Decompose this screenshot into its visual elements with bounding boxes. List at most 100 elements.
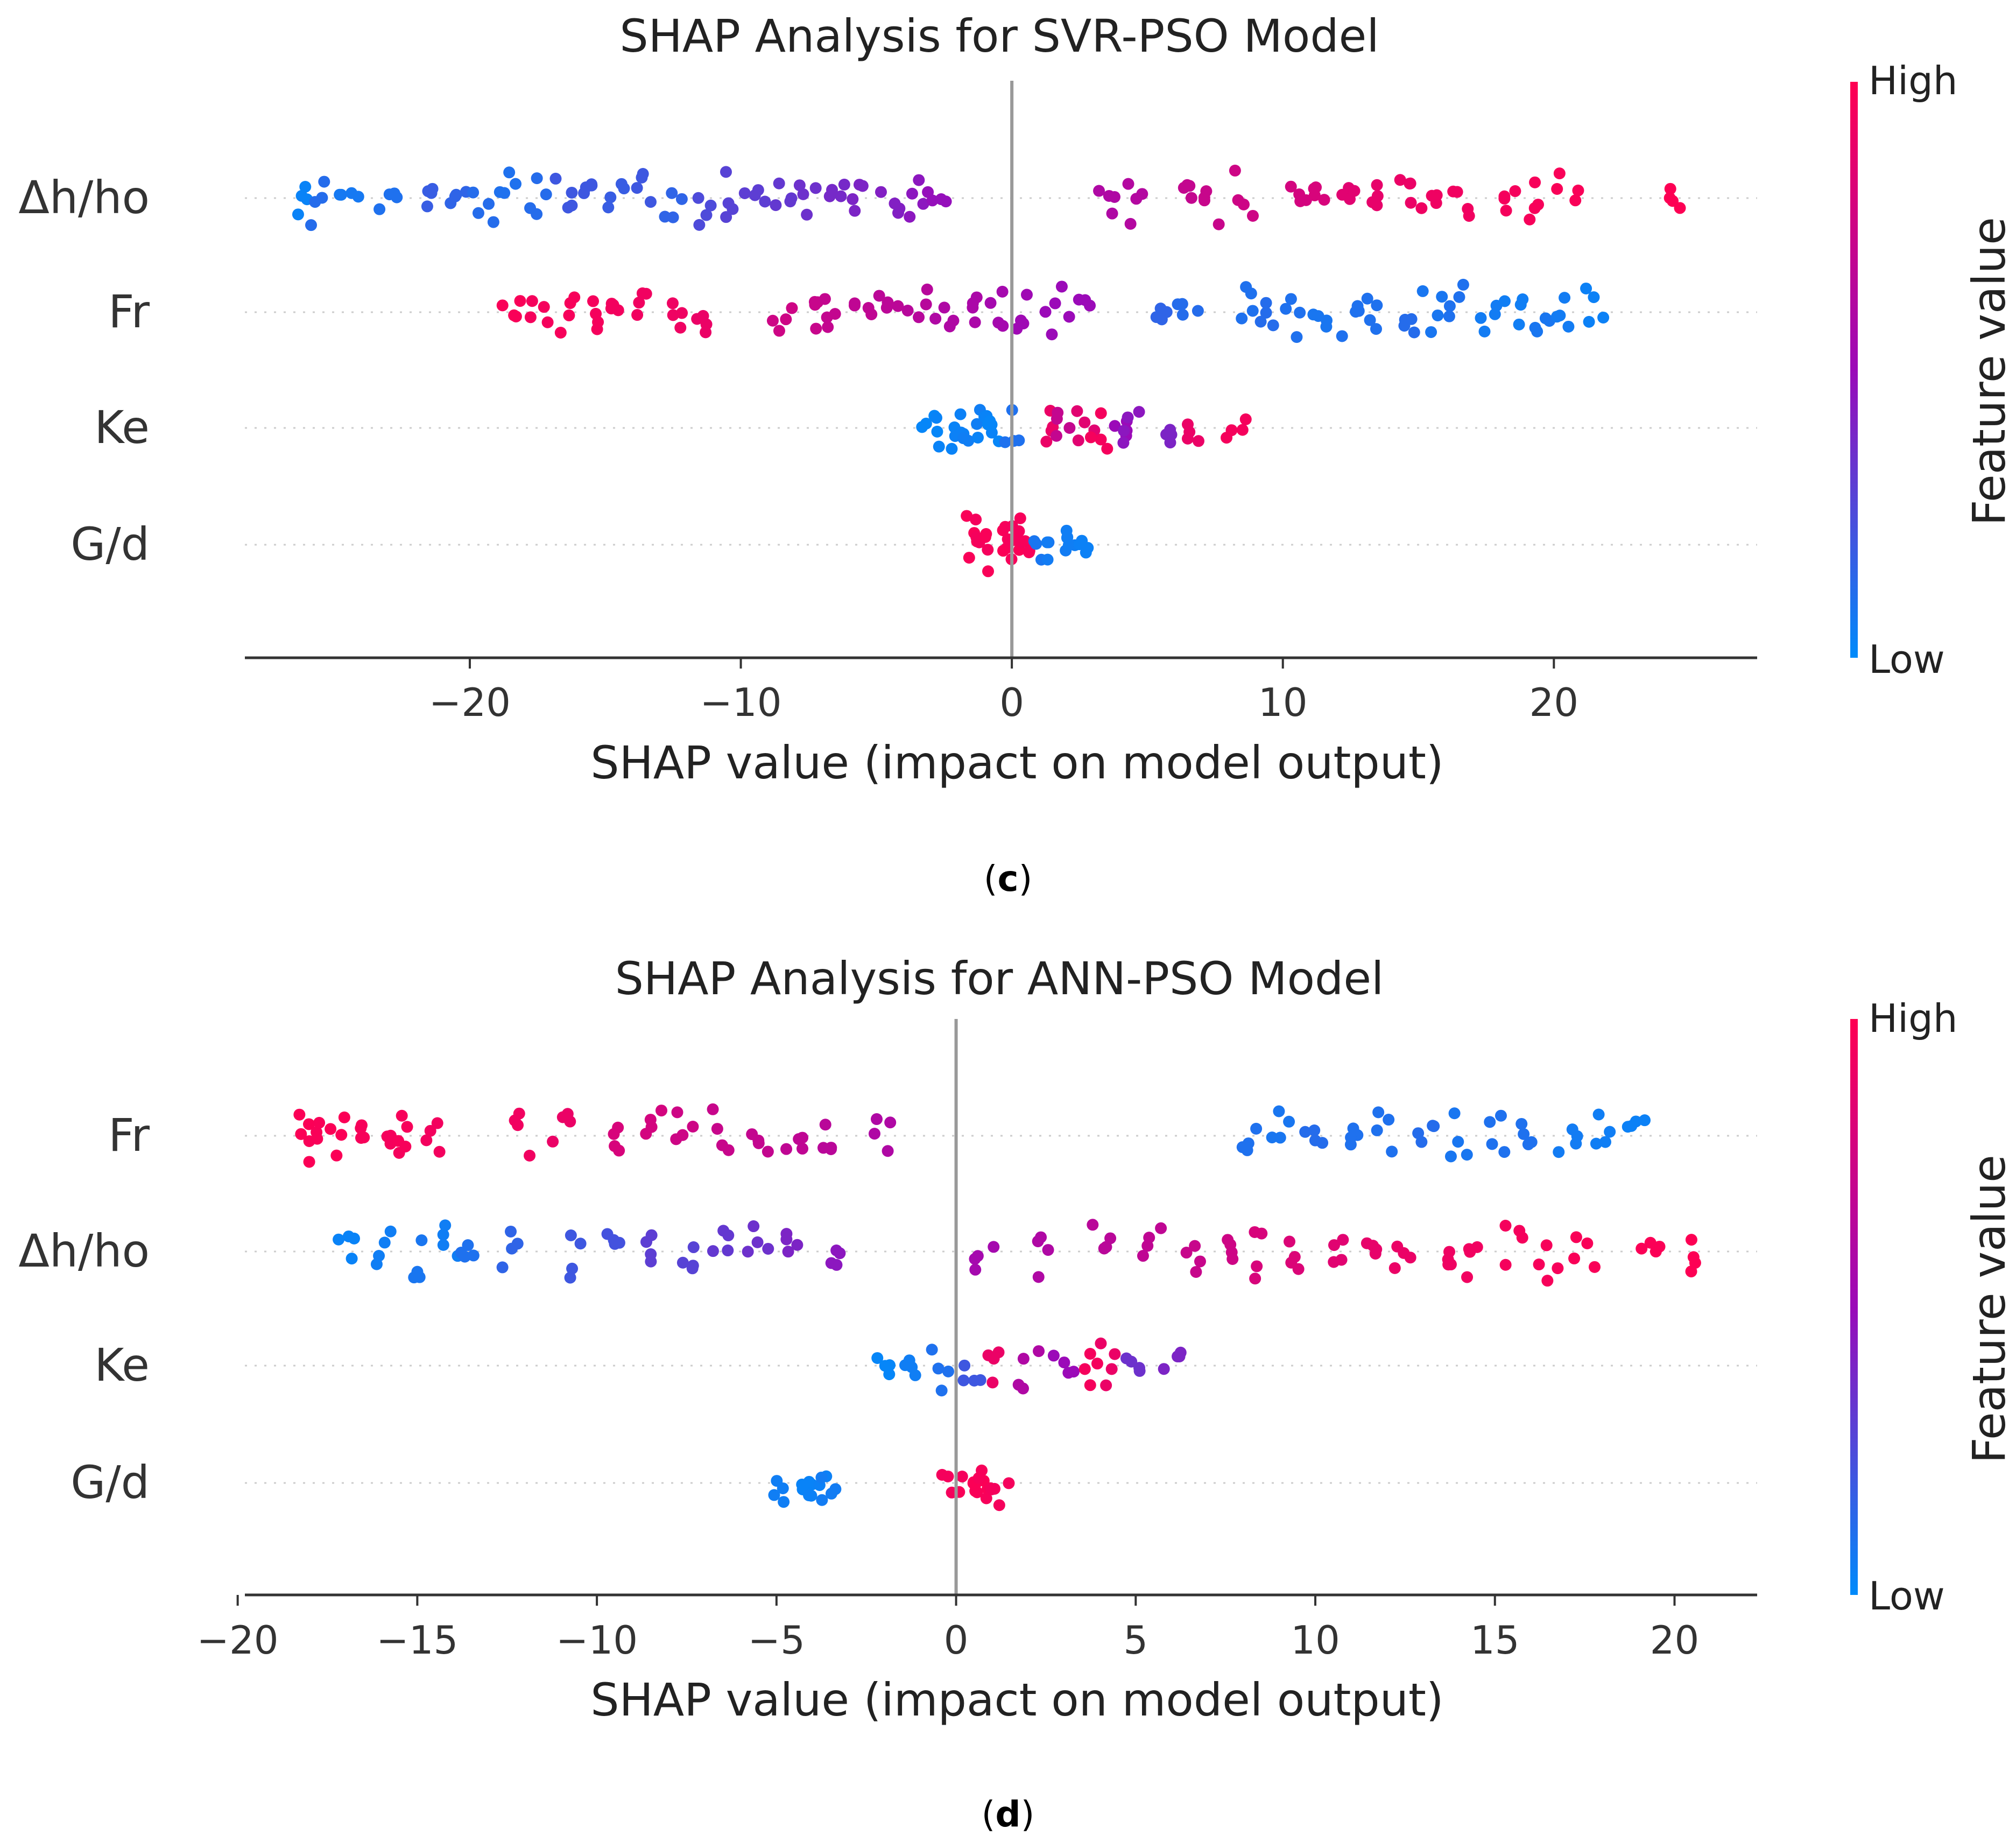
shap-point — [1478, 325, 1491, 338]
shap-point — [916, 421, 928, 433]
shap-point — [1345, 1131, 1357, 1144]
shap-point — [849, 205, 861, 217]
shap-point — [487, 216, 499, 228]
shap-point — [333, 1233, 345, 1246]
shap-point — [1391, 1240, 1404, 1253]
shap-point — [1285, 293, 1297, 305]
shap-point — [971, 418, 983, 430]
shap-point — [985, 418, 998, 431]
shap-point — [780, 1143, 793, 1155]
shap-point — [1462, 203, 1474, 215]
shap-point — [1046, 328, 1058, 341]
x-tick-label: −15 — [376, 1618, 458, 1663]
shap-point — [295, 1128, 307, 1140]
feature-label: Ke — [94, 1339, 150, 1391]
shap-point — [971, 431, 984, 444]
shap-point — [770, 199, 782, 212]
shap-point — [809, 299, 821, 311]
shap-point — [778, 1496, 790, 1508]
shap-point — [1361, 292, 1373, 305]
shap-point — [748, 1220, 760, 1233]
shap-point — [355, 1122, 367, 1134]
shap-point — [1019, 535, 1031, 547]
x-tick-label: 20 — [1650, 1618, 1700, 1663]
shap-point — [815, 1471, 828, 1484]
shap-point — [564, 297, 576, 310]
shap-point — [415, 1234, 428, 1247]
shap-point — [1130, 193, 1143, 205]
shap-point — [1164, 437, 1176, 449]
shap-point — [1685, 1234, 1697, 1246]
shap-point — [791, 1239, 803, 1251]
shap-point — [330, 1149, 343, 1162]
shap-point — [645, 1229, 658, 1241]
shap-point — [1664, 182, 1676, 195]
shap-point — [1499, 1220, 1512, 1232]
shap-point — [1032, 1271, 1045, 1283]
shap-point — [801, 208, 813, 221]
shap-point — [1101, 442, 1113, 455]
shap-point — [704, 199, 717, 212]
shap-point — [1498, 192, 1511, 205]
shap-point — [1246, 209, 1259, 222]
shap-point — [1509, 185, 1521, 198]
shap-point — [1369, 1247, 1381, 1260]
shap-point — [819, 1119, 831, 1131]
shap-point — [1312, 310, 1324, 322]
shap-point — [505, 1225, 517, 1238]
shap-point — [1091, 1358, 1103, 1370]
shap-point — [786, 302, 798, 314]
shap-point — [1592, 1108, 1605, 1121]
shap-point — [1213, 218, 1225, 230]
shap-point — [1371, 299, 1383, 312]
shap-point — [305, 219, 318, 231]
shap-point — [1236, 424, 1249, 436]
shap-point — [957, 432, 969, 445]
shap-point — [687, 1120, 699, 1133]
shap-point — [1457, 278, 1469, 291]
shap-point — [984, 297, 997, 309]
shap-point — [1192, 435, 1204, 447]
feature-label: G/d — [71, 1456, 150, 1509]
shap-point — [1017, 318, 1030, 330]
shap-point — [838, 178, 850, 191]
x-tick-label: 10 — [1258, 680, 1308, 725]
shap-point — [1569, 194, 1582, 207]
shap-point — [1100, 1379, 1112, 1391]
shap-point — [1072, 434, 1084, 447]
shap-point — [1239, 413, 1252, 426]
shap-point — [954, 408, 967, 420]
shap-point — [1568, 1252, 1581, 1264]
shap-point — [722, 1245, 734, 1257]
shap-point — [1416, 285, 1429, 297]
shap-point — [946, 442, 958, 455]
shap-point — [676, 1256, 689, 1269]
shap-point — [541, 316, 554, 328]
shap-point — [926, 1344, 938, 1356]
shap-point — [727, 203, 739, 215]
shap-point — [1524, 213, 1536, 226]
shap-point — [587, 295, 600, 307]
shap-point — [1012, 1379, 1025, 1391]
shap-point — [1260, 297, 1272, 309]
shap-point — [1583, 315, 1595, 328]
shap-point — [316, 192, 328, 204]
shap-point — [645, 1248, 657, 1260]
shap-point — [1180, 1247, 1193, 1259]
shap-point — [1283, 1115, 1295, 1128]
shap-point — [655, 1105, 667, 1117]
shap-point — [1310, 181, 1322, 194]
shap-point — [1489, 308, 1501, 320]
shap-point — [1109, 420, 1121, 432]
shap-point — [1308, 1124, 1321, 1136]
shap-point — [1572, 184, 1584, 196]
shap-point — [1513, 1225, 1526, 1237]
shap-point — [608, 1128, 620, 1140]
shap-point — [720, 211, 732, 223]
shap-point — [931, 425, 943, 438]
shap-point — [773, 325, 785, 337]
shap-point — [592, 316, 604, 328]
shap-point — [1017, 1353, 1030, 1365]
shap-point — [829, 1483, 842, 1495]
